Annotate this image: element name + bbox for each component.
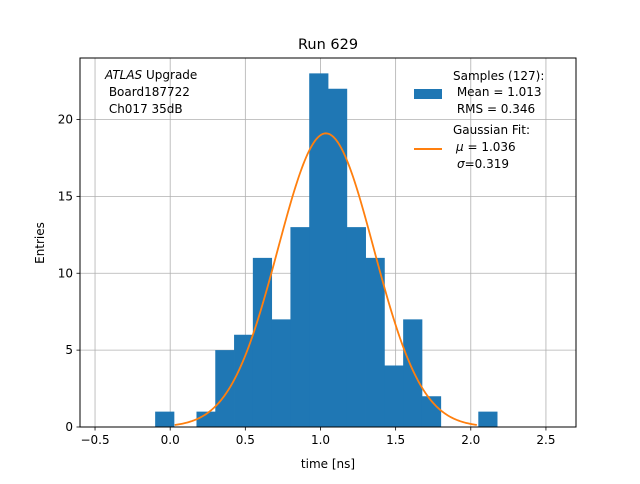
x-tick-label: 0.5 xyxy=(236,433,255,447)
histogram-bar xyxy=(421,396,442,427)
x-axis-label: time [ns] xyxy=(301,457,355,471)
x-tick-label: 1.0 xyxy=(311,433,330,447)
histogram-bar xyxy=(290,227,310,427)
histogram-bar xyxy=(215,350,235,427)
y-tick-label: 10 xyxy=(58,266,73,280)
channel-annotation: Ch017 35dB xyxy=(105,102,183,116)
histogram-bar xyxy=(234,334,254,427)
board-annotation: Board187722 xyxy=(105,85,190,99)
legend-sigma-value: =0.319 xyxy=(465,157,509,171)
histogram-bar xyxy=(196,411,216,427)
y-tick-label: 0 xyxy=(65,420,73,434)
x-tick-label: 2.5 xyxy=(536,433,555,447)
histogram-bar xyxy=(252,257,273,427)
legend-samples-title: Samples (127): xyxy=(453,69,544,83)
legend-histogram-swatch xyxy=(414,89,442,99)
histogram-bar xyxy=(271,319,291,427)
y-axis-label: Entries xyxy=(33,222,47,264)
x-tick-label: 2.0 xyxy=(461,433,480,447)
legend: Samples (127): Mean = 1.013 RMS = 0.346 … xyxy=(414,69,544,171)
x-tick-label: 1.5 xyxy=(386,433,405,447)
legend-fit-title: Gaussian Fit: xyxy=(453,123,530,137)
legend-sigma-symbol: σ xyxy=(457,157,465,171)
histogram-bar xyxy=(384,365,404,427)
atlas-annotation: ATLAS Upgrade xyxy=(104,68,197,82)
y-tick-label: 15 xyxy=(58,189,73,203)
axis-ticks: −0.5 0.0 0.5 1.0 1.5 2.0 2.5 0 5 10 15 20 xyxy=(58,113,556,448)
atlas-label: ATLAS xyxy=(104,68,143,82)
histogram-bar xyxy=(346,227,366,427)
histogram-bar xyxy=(328,88,348,427)
histogram-bar xyxy=(403,319,423,427)
histogram-bars xyxy=(155,73,498,427)
legend-samples-mean: Mean = 1.013 xyxy=(453,85,542,99)
histogram-bar xyxy=(478,411,498,427)
histogram-bar xyxy=(365,257,385,427)
axes-frame xyxy=(79,57,577,428)
legend-mu-value: = 1.036 xyxy=(464,140,516,154)
y-tick-label: 20 xyxy=(58,113,73,127)
legend-mu-symbol: μ xyxy=(455,140,464,154)
y-tick-label: 5 xyxy=(65,343,73,357)
gaussian-fit-curve xyxy=(174,132,477,426)
upgrade-label: Upgrade xyxy=(142,68,197,82)
gaussian-fit xyxy=(174,132,477,426)
histogram-bar xyxy=(309,73,329,427)
legend-fit-sigma: σ=0.319 xyxy=(457,157,509,171)
histogram-bar xyxy=(155,411,175,427)
x-tick-label: 0.0 xyxy=(161,433,180,447)
legend-samples-rms: RMS = 0.346 xyxy=(453,102,535,116)
chart-title: Run 629 xyxy=(298,37,358,53)
x-tick-label: −0.5 xyxy=(80,433,109,447)
legend-fit-mu: μ = 1.036 xyxy=(455,140,516,154)
